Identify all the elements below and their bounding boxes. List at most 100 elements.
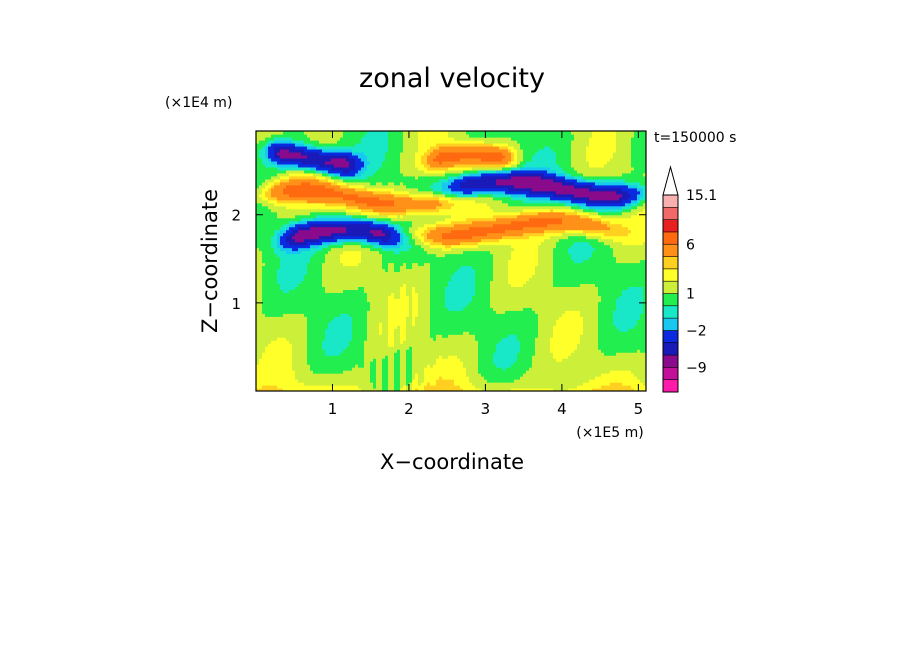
field-cell [388, 286, 392, 290]
field-cell [310, 256, 314, 261]
field-cell [283, 346, 287, 350]
field-cell [403, 160, 407, 165]
field-cell [304, 340, 308, 344]
field-cell [409, 364, 413, 368]
field-cell [283, 208, 287, 213]
field-cell [262, 136, 266, 141]
field-cell [397, 286, 401, 290]
field-cell [397, 154, 401, 159]
field-cell [259, 160, 263, 165]
field-cell [310, 361, 314, 365]
field-cell [289, 292, 293, 296]
field-cell [397, 325, 401, 329]
field-cell [289, 169, 293, 174]
field-cell [403, 250, 407, 255]
field-cell [319, 193, 323, 198]
field-cell [274, 343, 278, 347]
field-cell [301, 379, 305, 383]
field-cell [319, 238, 323, 243]
field-cell [271, 214, 275, 219]
field-cell [406, 172, 410, 177]
field-cell [295, 289, 299, 293]
field-cell [388, 184, 392, 189]
field-cell [295, 166, 299, 171]
field-cell [364, 382, 368, 386]
field-cell [310, 157, 314, 162]
field-cell [334, 163, 338, 168]
field-cell [331, 370, 335, 374]
field-cell [415, 169, 419, 174]
field-cell [325, 205, 329, 210]
field-cell [340, 274, 344, 279]
field-cell [343, 151, 347, 156]
field-cell [406, 226, 410, 231]
field-cell [316, 337, 320, 341]
field-cell [301, 157, 305, 162]
field-cell [373, 307, 377, 311]
field-cell [286, 250, 290, 255]
field-cell [325, 157, 329, 162]
field-cell [373, 289, 377, 293]
field-cell [280, 235, 284, 240]
field-cell [349, 337, 353, 341]
field-cell [397, 157, 401, 162]
field-cell [364, 250, 368, 255]
field-cell [346, 346, 350, 350]
field-cell [301, 349, 305, 353]
field-cell [334, 166, 338, 171]
field-cell [370, 325, 374, 329]
field-cell [421, 298, 425, 302]
field-cell [283, 235, 287, 240]
field-cell [328, 313, 332, 317]
field-cell [397, 274, 401, 279]
field-cell [280, 250, 284, 255]
field-cell [313, 145, 317, 150]
field-cell [394, 190, 398, 195]
field-cell [325, 274, 329, 279]
field-cell [424, 151, 428, 156]
field-cell [325, 202, 329, 207]
field-cell [319, 301, 323, 305]
field-cell [322, 181, 326, 186]
field-cell [391, 325, 395, 329]
field-cell [334, 190, 338, 195]
field-cell [268, 283, 272, 287]
field-cell [283, 259, 287, 264]
field-cell [424, 280, 428, 285]
field-cell [313, 205, 317, 210]
field-cell [271, 370, 275, 374]
field-cell [427, 385, 431, 389]
field-cell [277, 376, 281, 380]
field-cell [289, 256, 293, 261]
field-cell [394, 337, 398, 341]
field-cell [397, 346, 401, 350]
field-cell [349, 229, 353, 234]
field-cell [406, 187, 410, 192]
field-cell [313, 325, 317, 329]
field-cell [364, 379, 368, 383]
field-cell [322, 199, 326, 204]
field-cell [283, 280, 287, 285]
field-cell [313, 310, 317, 314]
field-cell [322, 388, 326, 391]
field-cell [397, 379, 401, 383]
field-cell [400, 169, 404, 174]
field-cell [319, 352, 323, 356]
field-cell [397, 271, 401, 276]
field-cell [286, 367, 290, 371]
field-cell [382, 331, 386, 335]
field-cell [349, 259, 353, 264]
field-cell [382, 286, 386, 290]
field-cell [421, 307, 425, 311]
field-cell [382, 205, 386, 210]
field-cell [400, 145, 404, 150]
field-cell [262, 220, 266, 225]
field-cell [385, 268, 389, 273]
field-cell [331, 274, 335, 279]
field-cell [397, 202, 401, 207]
field-cell [364, 253, 368, 258]
field-cell [358, 133, 362, 138]
field-cell [316, 217, 320, 222]
field-cell [265, 181, 269, 186]
field-cell [343, 199, 347, 204]
